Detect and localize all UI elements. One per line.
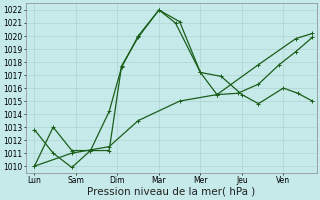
X-axis label: Pression niveau de la mer( hPa ): Pression niveau de la mer( hPa ) xyxy=(87,187,255,197)
